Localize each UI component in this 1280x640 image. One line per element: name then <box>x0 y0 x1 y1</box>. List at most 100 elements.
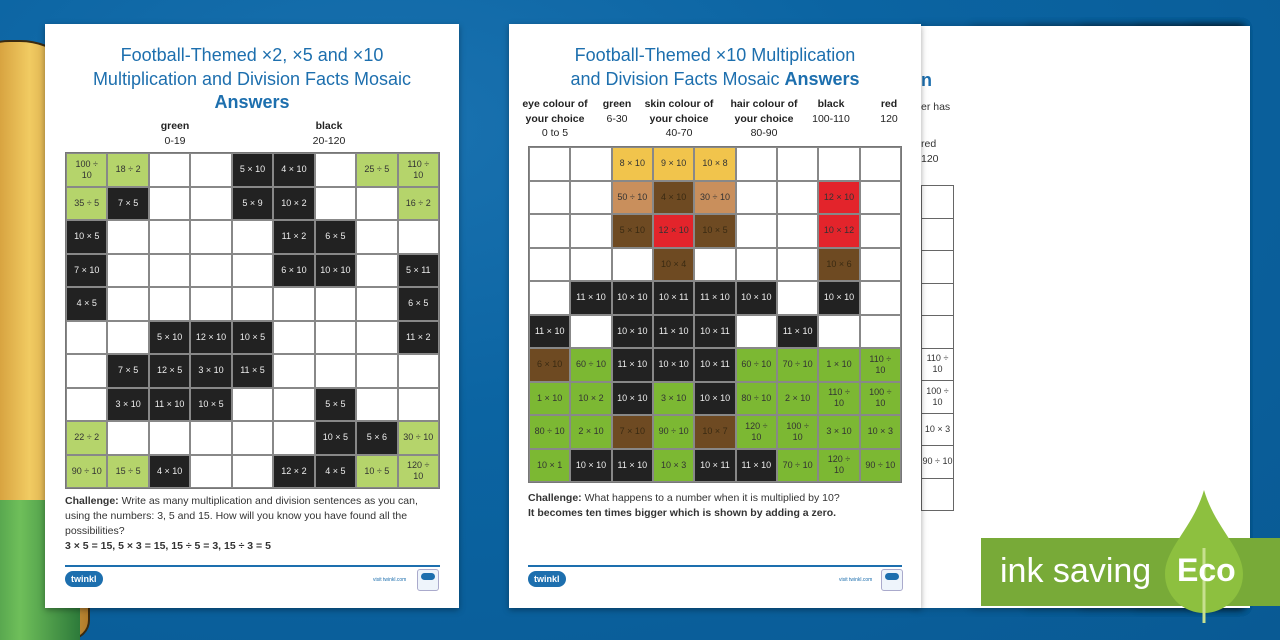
mosaic-cell: 3 × 10 <box>107 387 149 421</box>
mosaic-cell: 90 ÷ 10 <box>66 454 108 488</box>
mosaic-cell: 2 × 10 <box>776 381 819 415</box>
legend-black: black 20-120 <box>299 119 359 148</box>
mosaic-cell <box>570 247 612 281</box>
mosaic-cell: 10 × 10 <box>611 381 653 415</box>
mosaic-cell <box>859 180 901 214</box>
mosaic-cell: 10 × 1 <box>529 448 571 482</box>
mosaic-cell: 10 × 5 <box>231 320 274 354</box>
mosaic-cell <box>529 147 571 181</box>
mosaic-cell: 10 × 10 <box>611 281 653 315</box>
mosaic-cell <box>107 253 149 287</box>
mosaic-cell <box>859 314 901 348</box>
mosaic-cell <box>190 220 232 254</box>
mosaic-cell <box>735 314 777 348</box>
mosaic-cell <box>921 477 954 511</box>
ink-saving-label: ink saving <box>1000 552 1152 590</box>
mosaic-cell: 10 × 3 <box>652 448 695 482</box>
mosaic-cell: 4 × 10 <box>652 180 695 214</box>
mosaic-cell: 3 × 10 <box>190 354 232 388</box>
mosaic-cell: 100 ÷ 10 <box>859 381 901 415</box>
legend-colour: skin colour of your choice <box>644 98 714 125</box>
mosaic-cell <box>776 247 819 281</box>
mosaic-cell: 10 × 3 <box>859 415 901 449</box>
mosaic-cell <box>356 354 398 388</box>
challenge-answer: It becomes ten times bigger which is sho… <box>528 507 837 519</box>
mosaic-cell <box>231 454 274 488</box>
mosaic-cell: 10 × 11 <box>694 348 736 382</box>
mosaic-cell <box>148 186 191 220</box>
mosaic-cell <box>921 282 954 316</box>
eco-label: Eco <box>1177 552 1236 588</box>
mosaic-cell: 15 ÷ 5 <box>107 454 149 488</box>
mosaic-cell: 10 × 10 <box>611 314 653 348</box>
legend-item: green 6-30 <box>595 97 639 126</box>
mosaic-cell: 12 × 5 <box>148 354 191 388</box>
footer-divider <box>65 565 440 567</box>
mosaic-cell <box>190 287 232 321</box>
mosaic-cell: 120 ÷ 10 <box>735 415 777 449</box>
mosaic-cell: 10 × 5 <box>694 214 736 248</box>
twinkl-logo: twinkl <box>65 571 103 587</box>
mosaic-cell: 11 × 10 <box>611 448 653 482</box>
visit-link[interactable]: visit twinkl.com <box>839 577 873 583</box>
mosaic-cell <box>356 220 398 254</box>
mosaic-cell <box>273 287 315 321</box>
mosaic-cell: 10 × 2 <box>570 381 612 415</box>
challenge-label: Challenge: <box>528 492 582 504</box>
legend-range: 0-19 <box>164 134 186 147</box>
mosaic-cell <box>190 421 232 455</box>
mosaic-cell <box>190 153 232 187</box>
mosaic-cell: 80 ÷ 10 <box>529 415 571 449</box>
eco-leaf-icon <box>1165 490 1243 623</box>
visit-link[interactable]: visit twinkl.com <box>373 577 407 583</box>
mosaic-cell: 7 × 5 <box>107 354 149 388</box>
mosaic-cell: 18 ÷ 2 <box>107 153 149 187</box>
mosaic-cell: 70 ÷ 10 <box>776 348 819 382</box>
legend-range: 20-120 <box>312 134 346 147</box>
mosaic-cell: 30 ÷ 10 <box>694 180 736 214</box>
mosaic-cell: 110 ÷ 10 <box>818 381 860 415</box>
mosaic-cell <box>776 180 819 214</box>
mosaic-cell: 10 × 10 <box>570 448 612 482</box>
challenge-text: Write as many multiplication and divisio… <box>65 495 418 537</box>
mosaic-cell: 4 × 10 <box>148 454 191 488</box>
mosaic-cell: 100 ÷ 10 <box>66 153 108 187</box>
legend-range: 0 to 5 <box>541 127 569 139</box>
mosaic-cell <box>314 287 357 321</box>
mosaic-cell: 11 × 10 <box>652 314 695 348</box>
mosaic-cell: 9 × 10 <box>652 147 695 181</box>
challenge: Challenge: What happens to a number when… <box>528 491 913 521</box>
mosaic-cell: 7 × 10 <box>611 415 653 449</box>
mosaic-cell: 12 × 2 <box>273 454 315 488</box>
mosaic-cell <box>776 281 819 315</box>
mosaic-cell <box>148 253 191 287</box>
mosaic-grid: 8 × 10 9 × 10 10 × 8 50 ÷ 10 4 × 10 30 ÷ 10 12… <box>528 146 902 483</box>
mosaic-cell: 70 ÷ 10 <box>776 448 819 482</box>
mosaic-cell: 10 × 12 <box>818 214 860 248</box>
legend-item: eye colour of your choice 0 to 5 <box>515 97 595 141</box>
worksheet-x2-x5-x10[interactable]: Football-Themed ×2, ×5 and ×10 Multiplic… <box>45 24 459 608</box>
mosaic-cell: 100 ÷ 10 <box>776 415 819 449</box>
mosaic-cell <box>735 214 777 248</box>
mosaic-cell: 12 × 10 <box>190 320 232 354</box>
legend-item: red 120 <box>867 97 911 126</box>
legend-colour: green <box>602 98 632 110</box>
mosaic-cell <box>570 214 612 248</box>
mosaic-cell <box>148 421 191 455</box>
worksheet-title: Football-Themed ×10 Multiplication and D… <box>509 44 921 91</box>
mosaic-cell <box>735 180 777 214</box>
mosaic-cell: 30 ÷ 10 <box>397 421 439 455</box>
worksheet-title: Football-Themed ×2, ×5 and ×10 Multiplic… <box>45 44 459 115</box>
mosaic-cell <box>611 247 653 281</box>
mosaic-cell: 10 × 11 <box>694 314 736 348</box>
mosaic-cell: 11 × 10 <box>611 348 653 382</box>
mosaic-cell <box>570 314 612 348</box>
mosaic-cell: 6 × 10 <box>273 253 315 287</box>
mosaic-cell <box>570 147 612 181</box>
mosaic-cell: 5 × 10 <box>231 153 274 187</box>
worksheet-x10[interactable]: Football-Themed ×10 Multiplication and D… <box>509 24 921 608</box>
mosaic-cell <box>818 147 860 181</box>
mosaic-cell: 4 × 5 <box>314 454 357 488</box>
mosaic-cell <box>66 320 108 354</box>
